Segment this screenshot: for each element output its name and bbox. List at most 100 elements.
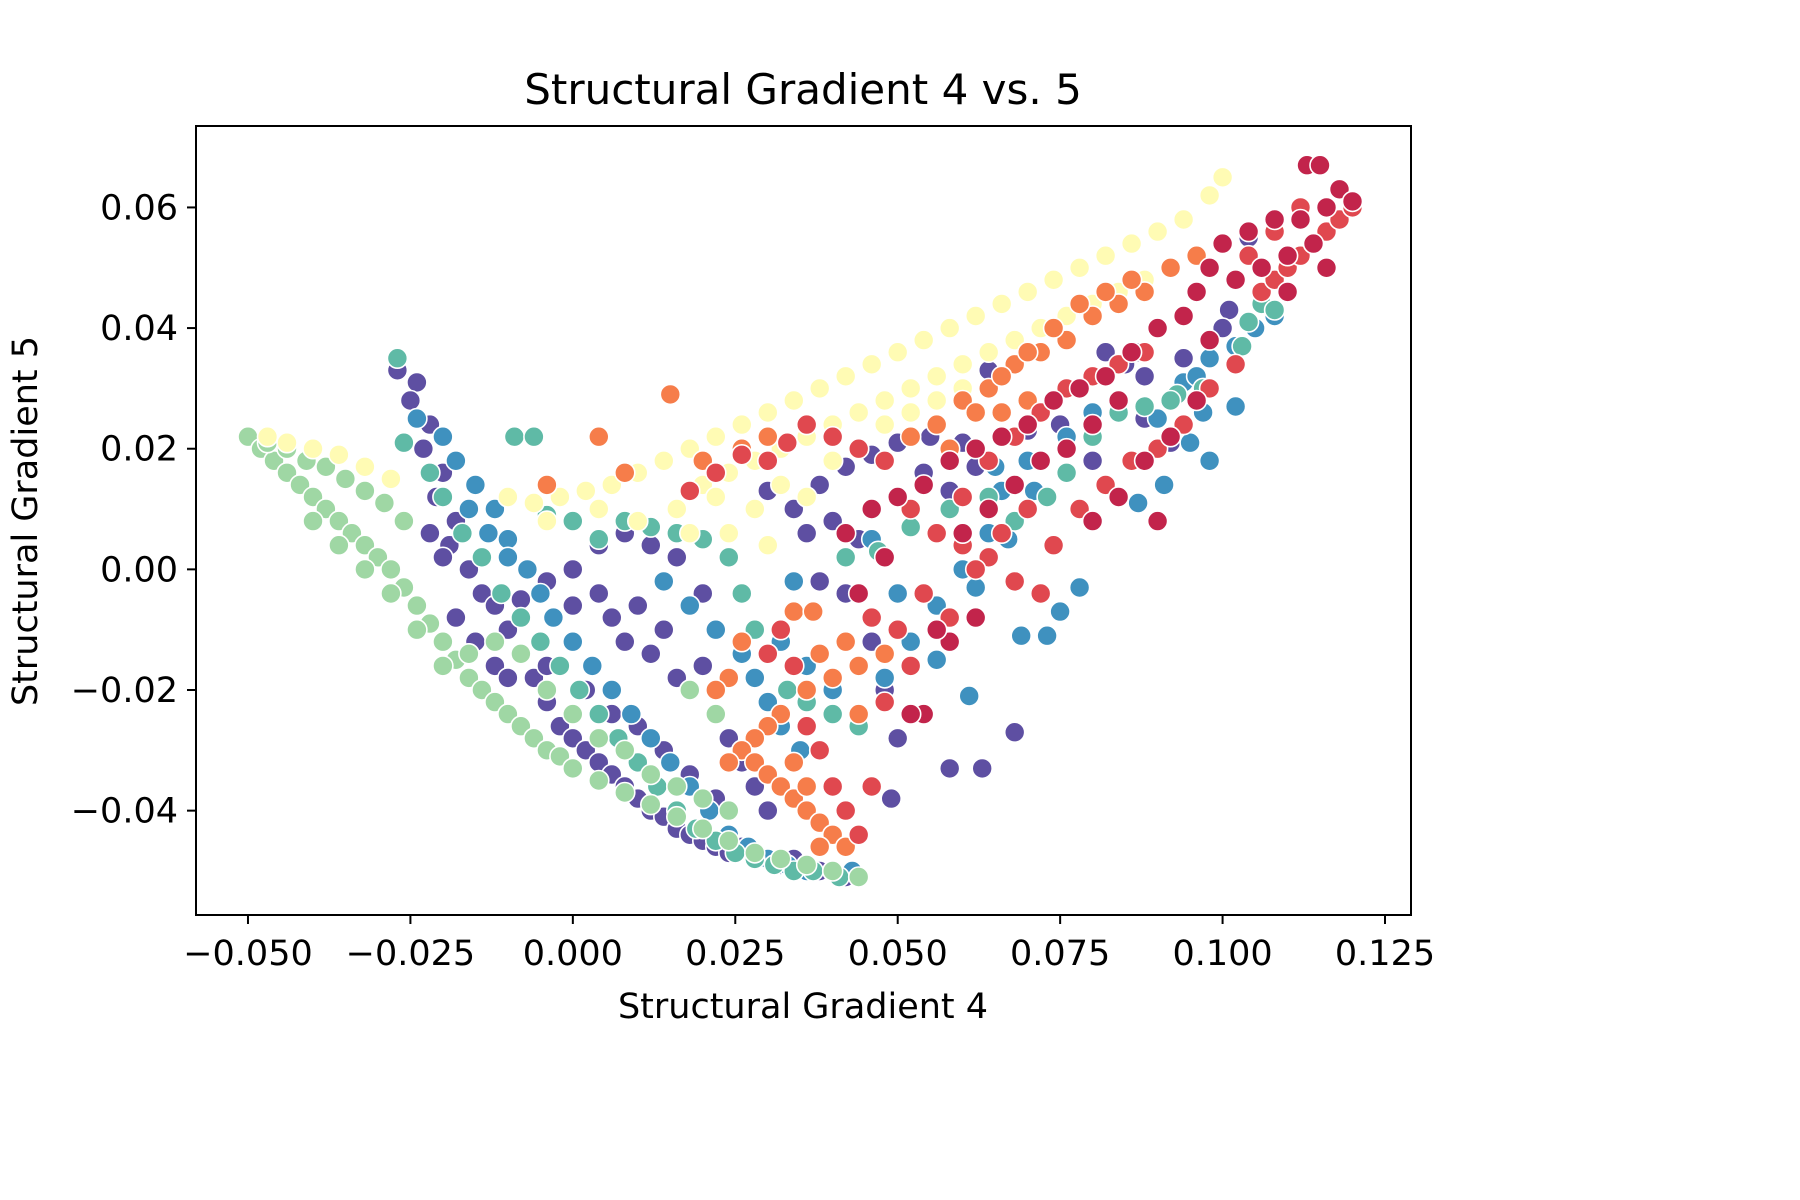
scatter-point-indigo: [406, 371, 428, 394]
scatter-point-cream: [990, 293, 1013, 315]
scatter-point-indigo: [880, 787, 903, 810]
scatter-point-indigo: [561, 594, 584, 617]
scatter-point-orange: [899, 425, 922, 448]
scatter-point-teal: [419, 461, 441, 484]
scatter-point-red: [1250, 256, 1273, 279]
scatter-point-blue: [1010, 624, 1033, 647]
scatter-point-blue: [659, 751, 682, 774]
scatter-point-cream: [808, 377, 831, 400]
scatter-point-red: [1094, 365, 1117, 388]
scatter-point-teal: [451, 522, 474, 545]
scatter-point-indigo: [795, 522, 818, 545]
scatter-point-mint: [354, 480, 376, 502]
scatter-point-red: [1198, 256, 1221, 279]
scatter-point-orange: [808, 835, 831, 858]
scatter-point-mint: [406, 594, 428, 617]
scatter-point-red: [1029, 449, 1052, 472]
scatter-point-mint: [665, 775, 688, 798]
scatter-point-orange: [808, 642, 831, 665]
scatter-point-red: [1341, 190, 1364, 213]
scatter-point-teal: [393, 431, 415, 454]
scatter-point-red_light: [704, 461, 727, 484]
scatter-point-red_light: [873, 691, 896, 713]
scatter-point-red_light: [808, 739, 831, 762]
scatter-point-blue: [678, 594, 701, 617]
scatter-point-orange: [990, 365, 1013, 388]
scatter-point-red_light: [912, 582, 935, 605]
scatter-point-blue: [1127, 492, 1149, 514]
scatter-point-red: [1133, 449, 1156, 472]
scatter-point-orange: [795, 775, 818, 798]
scatter-point-red: [964, 606, 987, 629]
scatter-point-mint: [678, 679, 701, 701]
scatter-point-orange: [1016, 341, 1039, 364]
scatter-point-cream: [652, 449, 675, 472]
scatter-point-mint: [587, 769, 610, 792]
x-axis-ticks: −0.050 −0.025 0.000 0.025 0.050 0.075 0.100 0.1…: [183, 915, 1435, 974]
scatter-point-cream: [912, 329, 935, 351]
scatter-point-red_light: [756, 642, 779, 665]
scatter-point-cream: [795, 486, 818, 508]
scatter-point-orange: [1159, 256, 1182, 279]
scatter-point-mint: [613, 781, 636, 804]
scatter-point-red: [990, 425, 1013, 448]
scatter-point-red_light: [847, 823, 870, 846]
scatter-point-orange: [1120, 268, 1143, 291]
scatter-point-cream: [938, 317, 961, 339]
scatter-point-red_light: [925, 522, 948, 545]
scatter-point-teal: [568, 679, 591, 701]
scatter-point-teal: [821, 703, 844, 725]
scatter-point-teal: [1231, 335, 1253, 358]
scatter-point-mint: [380, 558, 402, 581]
scatter-point-red_light: [678, 480, 701, 502]
scatter-point-blue: [516, 558, 539, 581]
scatter-point-blue: [886, 582, 909, 605]
scatter-point-cream: [899, 401, 922, 424]
scatter-point-indigo: [1172, 347, 1195, 370]
scatter-point-red: [1289, 208, 1312, 231]
scatter-point-red_light: [964, 558, 987, 581]
scatter-point-indigo: [445, 606, 467, 629]
scatter-point-red: [860, 498, 883, 520]
scatter-point-orange: [756, 425, 779, 448]
scatter-point-red: [912, 474, 935, 496]
scatter-point-red: [1172, 305, 1195, 327]
scatter-point-red: [1185, 281, 1208, 303]
scatter-point-blue: [639, 727, 662, 750]
scatter-point-orange: [802, 600, 825, 623]
scatter-point-red_light: [860, 775, 883, 798]
scatter-point-red_light: [899, 655, 922, 677]
scatter-point-teal: [899, 516, 922, 538]
scatter-point-red_light: [795, 715, 818, 738]
scatter-point-red: [1159, 425, 1182, 448]
scatter-point-cream: [899, 377, 922, 400]
scatter-point-mint: [373, 492, 396, 514]
scatter-point-orange: [717, 751, 740, 774]
scatter-point-cream: [276, 431, 298, 454]
scatter-point-red_light: [756, 449, 779, 472]
scatter-point-mint: [717, 829, 740, 852]
scatter-point-red: [1120, 341, 1143, 364]
scatter-point-blue: [542, 606, 565, 629]
scatter-point-mint: [795, 854, 818, 876]
scatter-point-red_light: [951, 486, 974, 508]
scatter-point-blue: [652, 570, 675, 593]
scatter-point-indigo: [561, 558, 584, 581]
scatter-point-red: [899, 703, 922, 725]
scatter-point-blue: [1198, 347, 1221, 370]
scatter-point-red: [1276, 244, 1299, 267]
scatter-point-red: [1185, 389, 1208, 412]
scatter-point-indigo: [808, 570, 831, 593]
scatter-point-teal: [717, 546, 740, 569]
scatter-point-blue: [458, 498, 480, 520]
scatter-point-red: [1146, 510, 1169, 532]
scatter-point-blue: [529, 582, 552, 605]
scatter-point-blue: [1153, 474, 1175, 496]
scatter-point-mint: [536, 679, 558, 701]
scatter-point-orange: [1042, 317, 1065, 339]
scatter-point-cream: [873, 413, 896, 436]
scatter-point-red: [1107, 389, 1130, 412]
scatter-point-indigo: [510, 588, 532, 611]
scatter-point-mint: [613, 739, 636, 762]
